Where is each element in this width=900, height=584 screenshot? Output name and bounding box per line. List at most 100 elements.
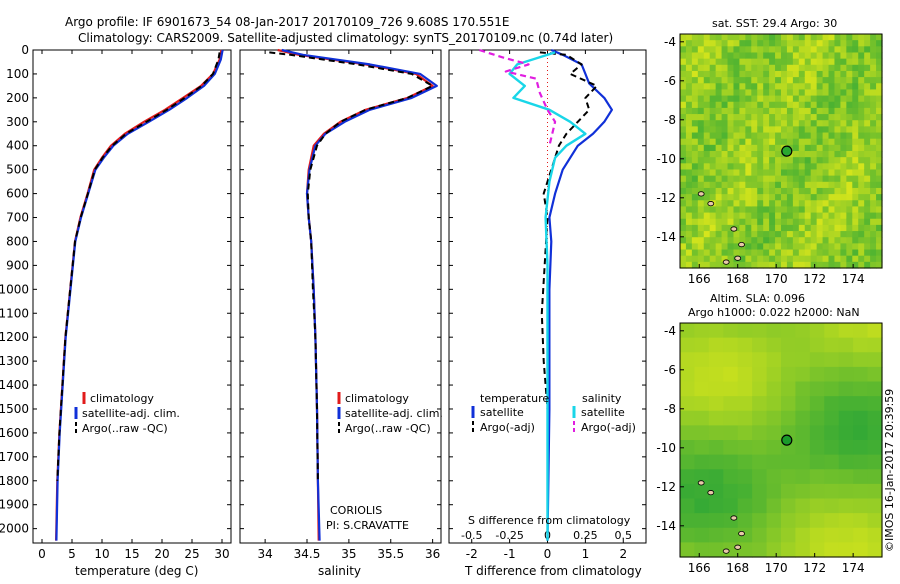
- map-cell: [786, 64, 794, 72]
- map-cell: [852, 218, 859, 226]
- map-cell: [751, 151, 758, 158]
- map-cell: [828, 83, 836, 91]
- map-cell: [840, 255, 847, 263]
- map-cell: [694, 366, 710, 383]
- map-cell: [858, 83, 865, 91]
- map-cell: [864, 212, 871, 220]
- map-cell: [745, 157, 752, 164]
- map-cell: [834, 187, 842, 195]
- map-cell: [781, 200, 788, 208]
- map-cell: [853, 410, 869, 426]
- map-cell: [721, 151, 729, 158]
- map-cell: [804, 46, 812, 54]
- map-cell: [775, 77, 782, 84]
- map-cell: [816, 138, 824, 146]
- map-cell: [838, 513, 854, 529]
- top-tick-label: 0.25: [573, 529, 598, 542]
- map-cell: [798, 95, 806, 103]
- map-cell: [703, 163, 711, 171]
- map-cell: [804, 34, 812, 41]
- map-cell: [751, 126, 758, 134]
- map-cell: [852, 132, 859, 140]
- map-cell: [864, 83, 871, 91]
- map-cell: [870, 187, 877, 195]
- map-cell: [763, 40, 770, 47]
- map-cell: [840, 169, 847, 177]
- map-cell: [834, 200, 842, 208]
- map-cell: [840, 132, 847, 140]
- map-cell: [816, 163, 824, 171]
- map-cell: [685, 237, 693, 244]
- map-cell: [727, 64, 735, 72]
- series-line-argo: [539, 51, 598, 481]
- depth-tick-label: 800: [6, 234, 29, 248]
- map-cell: [763, 169, 770, 177]
- map-cell: [876, 144, 883, 152]
- map-cell: [715, 144, 723, 152]
- map-cell: [804, 120, 812, 127]
- map-cell: [816, 77, 824, 84]
- map-cell: [810, 151, 818, 158]
- map-cell: [816, 200, 824, 208]
- map-cell: [752, 483, 768, 500]
- salinity-legend: climatology satellite-adj. clim. Argo(..…: [326, 392, 443, 532]
- map-cell: [816, 40, 824, 47]
- map-cell: [816, 126, 824, 134]
- map-cell: [721, 212, 729, 220]
- map-cell: [809, 323, 825, 339]
- x-tick-label: 0: [544, 547, 552, 561]
- map-cell: [792, 101, 800, 109]
- map-cell: [867, 527, 883, 543]
- map-cell: [798, 64, 806, 72]
- map-cell: [792, 175, 800, 183]
- map-cell: [739, 70, 746, 78]
- map-cell: [804, 261, 812, 269]
- map-cell: [822, 95, 830, 103]
- map-cell: [703, 169, 711, 177]
- map-cell: [809, 469, 825, 485]
- map-cell: [727, 40, 735, 47]
- map-cell: [745, 224, 752, 232]
- map-cell: [703, 114, 711, 121]
- map-cell: [769, 212, 776, 220]
- map-cell: [864, 52, 871, 60]
- map-cell: [685, 255, 693, 263]
- map-cell: [751, 46, 758, 54]
- map-cell: [852, 95, 859, 103]
- map-cell: [816, 157, 824, 164]
- map-cell: [775, 181, 782, 189]
- map-cell: [691, 224, 699, 232]
- map-cell: [804, 83, 812, 91]
- map-cell: [810, 200, 818, 208]
- map-cell: [775, 249, 782, 257]
- map-cell: [769, 70, 776, 78]
- map-cell: [798, 243, 806, 251]
- map-cell: [751, 194, 758, 201]
- map-cell: [846, 231, 853, 238]
- map-cell: [694, 352, 710, 368]
- map-cell: [685, 181, 693, 189]
- map-cell: [786, 261, 794, 269]
- depth-tick-label: 600: [6, 187, 29, 201]
- map-cell: [769, 77, 776, 84]
- map-cell: [727, 261, 735, 269]
- map-cell: [810, 70, 818, 78]
- map-cell: [858, 212, 865, 220]
- map-cell: [745, 107, 752, 115]
- map-cell: [697, 101, 705, 109]
- map-cell: [864, 243, 871, 251]
- map-cell: [745, 151, 752, 158]
- map-cell: [721, 46, 729, 54]
- map-y-tick-label: -10: [656, 152, 676, 166]
- map-cell: [804, 70, 812, 78]
- map-cell: [852, 120, 859, 127]
- map-cell: [810, 255, 818, 263]
- map-cell: [763, 261, 770, 269]
- map-cell: [864, 138, 871, 146]
- map-cell: [775, 40, 782, 47]
- map-cell: [733, 34, 741, 41]
- map-cell: [816, 95, 824, 103]
- map-cell: [751, 243, 758, 251]
- map-cell: [763, 132, 770, 140]
- map-cell: [708, 440, 724, 456]
